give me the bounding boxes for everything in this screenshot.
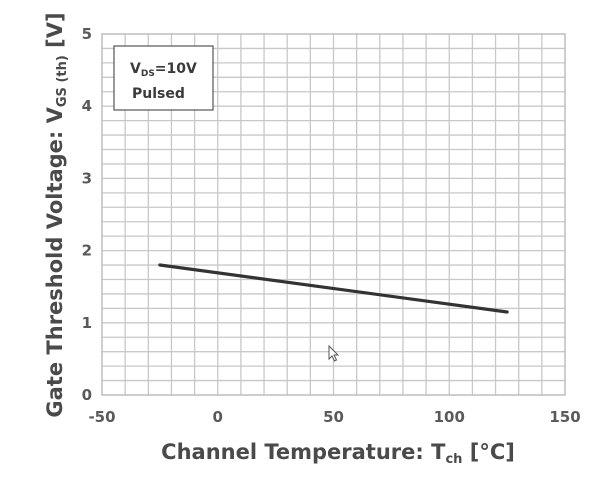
y-axis-title-sub: GS (th) bbox=[55, 55, 70, 107]
y-tick-label: 4 bbox=[82, 97, 92, 115]
legend-vds-value: =10V bbox=[155, 61, 197, 77]
x-axis-title-main: Channel Temperature: T bbox=[161, 440, 446, 464]
y-tick-label: 3 bbox=[82, 169, 92, 187]
y-axis-title: Gate Threshold Voltage: VGS (th) [V] bbox=[43, 12, 70, 417]
y-tick-label: 0 bbox=[82, 386, 92, 404]
y-axis-title-main: Gate Threshold Voltage: V bbox=[43, 106, 67, 417]
series-layer bbox=[158, 263, 509, 314]
legend-frame bbox=[113, 45, 214, 111]
legend-vds-sub: DS bbox=[141, 69, 155, 79]
x-tick-label: 100 bbox=[434, 408, 465, 426]
y-tick-labels: 0 1 2 3 4 5 bbox=[82, 25, 92, 404]
x-tick-label: 50 bbox=[323, 408, 344, 426]
legend-box: VDS=10V Pulsed bbox=[113, 45, 214, 111]
x-tick-label: -50 bbox=[88, 408, 115, 426]
legend-vds-main: V bbox=[130, 61, 141, 77]
x-tick-label: 150 bbox=[549, 408, 580, 426]
y-tick-label: 2 bbox=[82, 242, 92, 260]
y-axis-title-unit: [V] bbox=[43, 12, 67, 55]
x-tick-labels: -50 0 50 100 150 bbox=[88, 408, 580, 426]
x-axis-title: Channel Temperature: Tch [°C] bbox=[161, 440, 515, 467]
x-tick-label: 0 bbox=[213, 408, 223, 426]
x-axis-title-sub: ch bbox=[445, 452, 462, 467]
series-line bbox=[158, 263, 509, 314]
plot-frame bbox=[101, 33, 566, 396]
legend-line-2: Pulsed bbox=[132, 86, 185, 102]
y-tick-label: 5 bbox=[82, 25, 92, 43]
x-axis-title-unit: [°C] bbox=[462, 440, 514, 464]
y-tick-label: 1 bbox=[82, 314, 92, 332]
mouse-cursor-icon bbox=[328, 344, 340, 362]
legend-line-1: VDS=10V bbox=[130, 61, 197, 79]
